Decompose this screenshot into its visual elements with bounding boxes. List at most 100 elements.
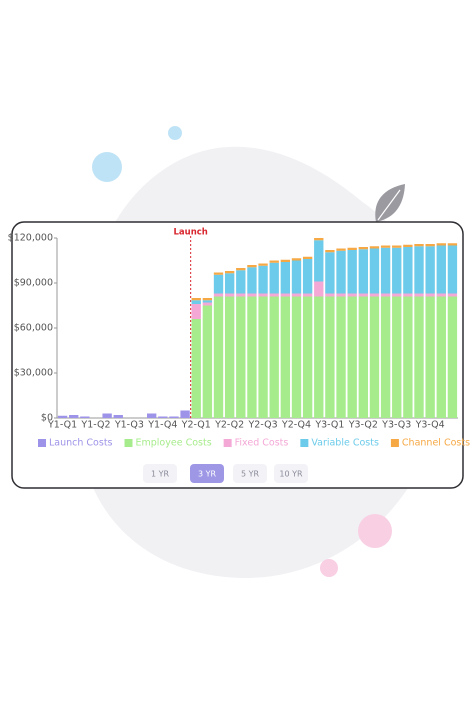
bar-segment: [380, 245, 391, 248]
bar-segment: [57, 415, 68, 418]
bar-segment: [325, 250, 335, 253]
legend-swatch: [390, 439, 399, 447]
range-button[interactable]: 5 YR: [233, 464, 267, 483]
bar-segment: [269, 296, 279, 418]
bar-segment: [236, 296, 246, 418]
bar-segment: [291, 260, 302, 294]
bar-segment: [425, 244, 435, 247]
bar-segment: [403, 293, 413, 297]
bar-segment: [380, 293, 391, 297]
legend-swatch: [38, 439, 46, 447]
bar-segment: [358, 249, 368, 294]
bar-segment: [224, 296, 235, 418]
x-tick-label: Y1-Q1: [47, 420, 77, 431]
bar-segment: [191, 304, 201, 319]
bar-segment: [302, 293, 313, 297]
bar-segment: [336, 293, 346, 297]
x-tick-label: Y3-Q2: [348, 420, 378, 431]
range-button-label: 3 YR: [198, 470, 217, 479]
bar-segment: [414, 246, 424, 294]
bar-segment: [213, 272, 224, 275]
bar-segment: [202, 300, 213, 303]
bar-segment: [403, 296, 413, 418]
bar-segment: [291, 293, 302, 297]
bar-segment: [314, 296, 324, 418]
bar-segment: [191, 298, 201, 301]
legend-label: Channel Costs: [402, 438, 470, 449]
y-tick-label: $90,000: [14, 278, 53, 289]
bar-segment: [247, 293, 257, 297]
bar-segment: [325, 252, 335, 294]
bar-segment: [247, 265, 257, 268]
y-tick-label: $60,000: [14, 323, 53, 334]
x-tick-label: Y3-Q4: [415, 420, 445, 431]
bar-segment: [80, 416, 90, 418]
bar-segment: [436, 243, 446, 246]
bar-segment: [447, 243, 458, 246]
range-button[interactable]: 1 YR: [143, 464, 177, 483]
bar-segment: [392, 247, 402, 294]
range-button-label: 5 YR: [241, 470, 260, 479]
bar-segment: [336, 296, 346, 418]
x-tick-label: Y2-Q2: [214, 420, 244, 431]
legend-swatch: [124, 439, 133, 447]
bar-segment: [369, 296, 380, 418]
bar-segment: [358, 296, 368, 418]
bar-segment: [258, 293, 268, 297]
bar-segment: [358, 293, 368, 297]
bar-segment: [236, 270, 246, 294]
bar-segment: [236, 293, 246, 297]
legend-swatch: [223, 439, 232, 447]
bar-segment: [302, 296, 313, 418]
decor-circle: [358, 514, 392, 548]
bar-segment: [113, 415, 123, 418]
bar-segment: [202, 305, 213, 418]
bar-segment: [280, 296, 291, 418]
decor-circle: [168, 126, 182, 140]
decor-leaf-vein: [377, 189, 401, 221]
bar-segment: [202, 298, 213, 301]
bar-segment: [325, 293, 335, 297]
bar-segment: [314, 240, 324, 282]
bar-segment: [347, 250, 357, 294]
x-tick-label: Y2-Q4: [281, 420, 311, 431]
bar-segment: [380, 296, 391, 418]
bar-segment: [269, 293, 279, 297]
legend-label: Employee Costs: [136, 438, 212, 449]
bar-segment: [258, 296, 268, 418]
bar-segment: [369, 248, 380, 294]
bar-segment: [425, 296, 435, 418]
bar-segment: [147, 413, 157, 418]
range-button[interactable]: 3 YR: [190, 464, 224, 483]
bar-segment: [347, 296, 357, 418]
x-tick-label: Y3-Q3: [381, 420, 411, 431]
bar-segment: [380, 247, 391, 294]
bar-segment: [392, 245, 402, 248]
x-tick-label: Y3-Q1: [314, 420, 344, 431]
bar-segment: [213, 296, 224, 418]
decor-circle: [320, 559, 338, 577]
bar-segment: [414, 296, 424, 418]
legend-swatch: [300, 439, 309, 447]
bar-segment: [247, 267, 257, 294]
bar-segment: [325, 296, 335, 418]
legend-label: Launch Costs: [49, 438, 113, 449]
bar-segment: [213, 274, 224, 294]
x-tick-label: Y1-Q2: [80, 420, 110, 431]
bar-segment: [224, 273, 235, 294]
bar-segment: [224, 293, 235, 297]
bar-segment: [302, 259, 313, 294]
bar-segment: [392, 296, 402, 418]
bar-segment: [425, 293, 435, 297]
bar-segment: [291, 296, 302, 418]
bar-segment: [191, 319, 201, 418]
legend-label: Fixed Costs: [235, 438, 289, 449]
range-button[interactable]: 10 YR: [274, 464, 308, 483]
bar-segment: [158, 416, 168, 418]
bar-segment: [269, 260, 279, 263]
x-tick-label: Y1-Q3: [114, 420, 144, 431]
bar-segment: [302, 256, 313, 259]
bar-segment: [280, 259, 291, 262]
